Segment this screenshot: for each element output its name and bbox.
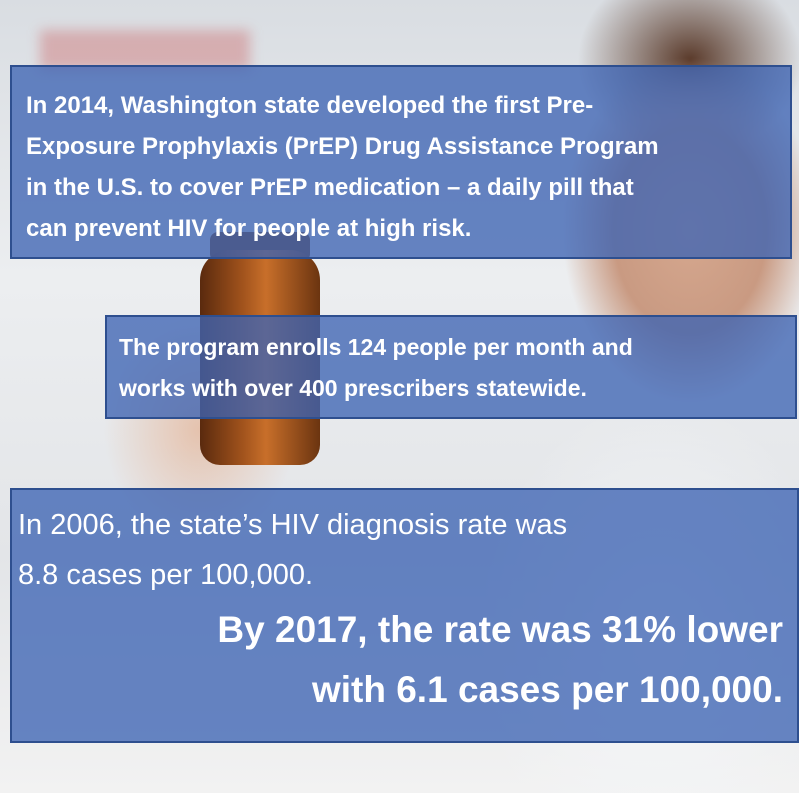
text-line: Exposure Prophylaxis (PrEP) Drug Assista… [26, 126, 790, 167]
text-panel: The program enrolls 124 people per month… [105, 315, 797, 419]
text-line: in the U.S. to cover PrEP medication – a… [26, 167, 790, 208]
page: In 2014, Washington state developed the … [0, 0, 799, 793]
text-line: In 2006, the state’s HIV diagnosis rate … [18, 500, 787, 550]
text-panel: In 2014, Washington state developed the … [10, 65, 792, 259]
text-line: can prevent HIV for people at high risk. [26, 208, 790, 249]
text-panel: In 2006, the state’s HIV diagnosis rate … [10, 488, 799, 743]
text-line: In 2014, Washington state developed the … [26, 85, 790, 126]
text-line: The program enrolls 124 people per month… [119, 327, 795, 368]
text-line: works with over 400 prescribers statewid… [119, 368, 795, 409]
emphasis-line: By 2017, the rate was 31% lower [18, 600, 787, 660]
background-detail [40, 30, 250, 70]
text-line: 8.8 cases per 100,000. [18, 550, 787, 600]
emphasis-line: with 6.1 cases per 100,000. [18, 660, 787, 720]
